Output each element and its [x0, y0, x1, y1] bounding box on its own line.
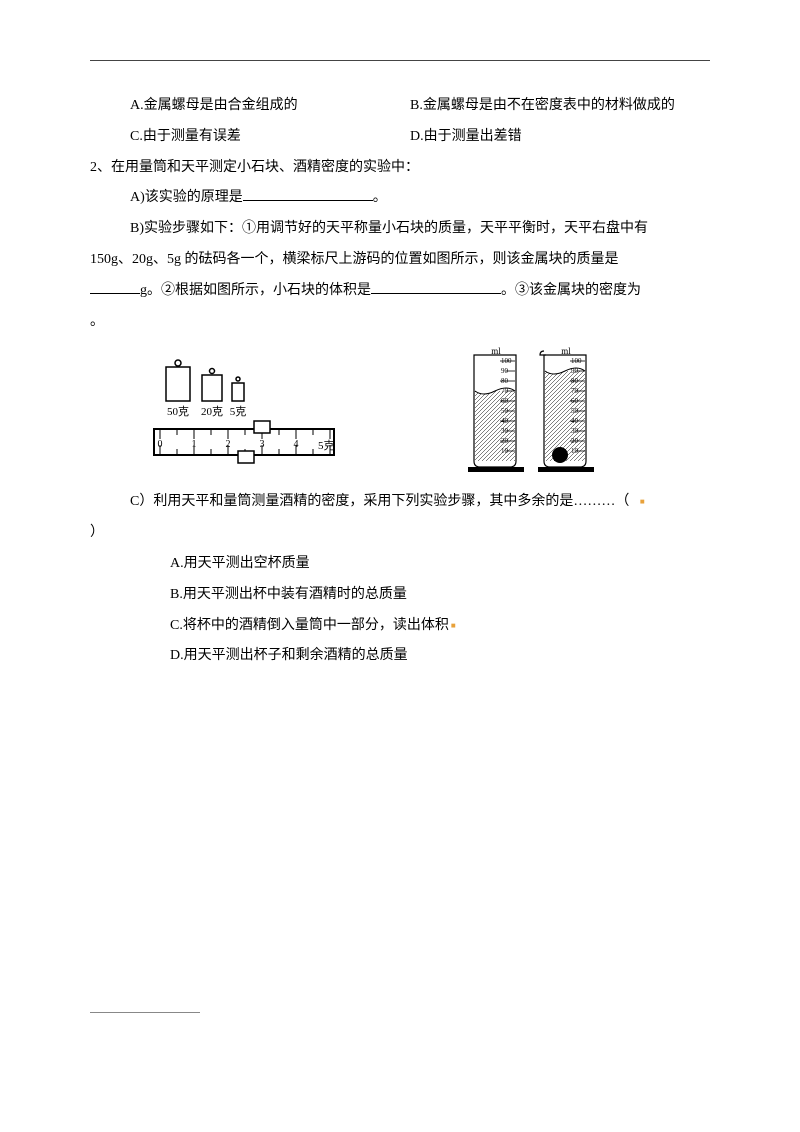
balance-figure: 50克 20克 5克 0 1 2 3 4 5克 — [150, 357, 350, 477]
svg-text:40: 40 — [501, 417, 509, 425]
q2-B-line1: B)实验步骤如下：①用调节好的天平称量小石块的质量，天平平衡时，天平右盘中有 — [90, 214, 710, 245]
q1-opts-row2: C.由于测量有误差 D.由于测量出差错 — [90, 122, 710, 153]
footnote-rule — [90, 1012, 200, 1013]
svg-text:ml: ml — [561, 347, 571, 356]
q2-A: A)该实验的原理是 。 — [90, 183, 710, 214]
svg-text:50: 50 — [571, 407, 579, 415]
svg-text:100: 100 — [501, 357, 512, 365]
svg-text:90: 90 — [571, 367, 579, 375]
q2-stem: 2、在用量筒和天平测定小石块、酒精密度的实验中： — [90, 153, 710, 184]
cylinders-figure: ml 100 90 80 70 60 50 40 30 — [460, 347, 610, 477]
svg-text:60: 60 — [501, 397, 509, 405]
q2-C-close: ） — [90, 518, 710, 549]
svg-text:70: 70 — [501, 387, 509, 395]
svg-text:70: 70 — [571, 387, 579, 395]
q2-C-text: C）利用天平和量筒测量酒精的密度，采用下列实验步骤，其中多余的是………（ — [130, 494, 629, 509]
q2-B-line4: 。 — [90, 307, 710, 338]
svg-text:10: 10 — [571, 447, 579, 455]
q1-optB: B.金属螺母是由不在密度表中的材料做成的 — [410, 91, 675, 122]
q1-optD: D.由于测量出差错 — [410, 122, 522, 153]
q2-C: C）利用天平和量筒测量酒精的密度，采用下列实验步骤，其中多余的是………（ ■ — [90, 487, 710, 518]
svg-text:100: 100 — [571, 357, 582, 365]
svg-text:2: 2 — [226, 439, 231, 450]
q2-cC-text: C.将杯中的酒精倒入量筒中一部分，读出体积 — [170, 618, 449, 633]
blank-principle — [243, 186, 373, 201]
svg-text:50: 50 — [501, 407, 509, 415]
q1-optA: A.金属螺母是由合金组成的 — [130, 91, 410, 122]
svg-text:1: 1 — [192, 439, 197, 450]
svg-text:90: 90 — [501, 367, 509, 375]
svg-text:4: 4 — [294, 439, 299, 450]
w5: 5克 — [230, 405, 247, 418]
orange-dot-1: ■ — [640, 497, 645, 506]
w50: 50克 — [167, 405, 189, 418]
orange-dot-2: ■ — [449, 621, 456, 630]
q2-cB: B.用天平测出杯中装有酒精时的总质量 — [90, 580, 710, 611]
svg-text:40: 40 — [571, 417, 579, 425]
q2-cD: D.用天平测出杯子和剩余酒精的总质量 — [90, 641, 710, 672]
svg-text:10: 10 — [501, 447, 509, 455]
svg-text:ml: ml — [491, 347, 501, 356]
q1-optC: C.由于测量有误差 — [130, 122, 410, 153]
blank-volume — [371, 279, 501, 294]
blank-mass — [90, 279, 140, 294]
q2-B-post: 。③该金属块的密度为 — [501, 283, 641, 298]
figure-row: 50克 20克 5克 0 1 2 3 4 5克 — [90, 337, 710, 487]
q2-cA: A.用天平测出空杯质量 — [90, 549, 710, 580]
q2-B-line2: 150g、20g、5g 的砝码各一个，横梁标尺上游码的位置如图所示，则该金属块的… — [90, 245, 710, 276]
svg-text:3: 3 — [260, 439, 265, 450]
svg-text:20: 20 — [571, 437, 579, 445]
q2-A-post: 。 — [373, 190, 387, 205]
q2-cC: C.将杯中的酒精倒入量筒中一部分，读出体积 ■ — [90, 611, 710, 642]
q1-opts-row1: A.金属螺母是由合金组成的 B.金属螺母是由不在密度表中的材料做成的 — [90, 91, 710, 122]
top-rule — [90, 60, 710, 61]
ruler-end: 5克 — [318, 439, 335, 452]
svg-text:0: 0 — [158, 439, 163, 450]
svg-text:60: 60 — [571, 397, 579, 405]
q2-A-pre: A)该实验的原理是 — [130, 190, 243, 205]
svg-text:80: 80 — [501, 377, 509, 385]
svg-text:20: 20 — [501, 437, 509, 445]
w20: 20克 — [201, 405, 223, 418]
svg-text:80: 80 — [571, 377, 579, 385]
q2-B-mid: g。②根据如图所示，小石块的体积是 — [140, 283, 371, 298]
svg-text:30: 30 — [571, 427, 579, 435]
q2-B-line3: g。②根据如图所示，小石块的体积是 。③该金属块的密度为 — [90, 276, 710, 307]
svg-text:30: 30 — [501, 427, 509, 435]
